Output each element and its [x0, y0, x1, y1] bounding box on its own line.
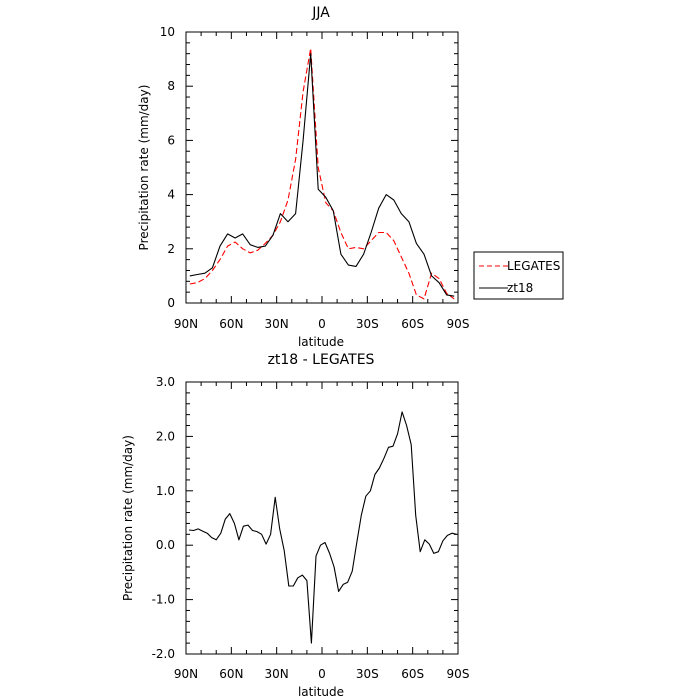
- bottom-y-tick-label: 2.0: [156, 429, 175, 443]
- legend: LEGATES zt18: [473, 251, 564, 300]
- legend-label-zt18: zt18: [507, 281, 533, 295]
- top-y-axis-label: Precipitation rate (mm/day): [137, 85, 151, 251]
- top-x-tick-label: 60N: [219, 317, 243, 331]
- top-y-tick-label: 0: [167, 296, 175, 310]
- bottom-y-tick-label: -2.0: [152, 647, 175, 661]
- bottom-chart-title: zt18 - LEGATES: [268, 352, 375, 368]
- bottom-y-tick-label: 1.0: [156, 484, 175, 498]
- top-y-tick-label: 10: [160, 25, 175, 39]
- top-y-tick-label: 4: [167, 188, 175, 202]
- top-x-tick-label: 30S: [356, 317, 379, 331]
- bottom-y-tick-label: 3.0: [156, 375, 175, 389]
- bottom-y-tick-label: -1.0: [152, 593, 175, 607]
- top-x-tick-label: 90S: [447, 317, 470, 331]
- top-series-legates: [189, 47, 455, 300]
- bottom-x-tick-label: 0: [318, 667, 326, 681]
- top-x-tick-label: 60S: [401, 317, 424, 331]
- top-x-tick-label: 90N: [174, 317, 198, 331]
- legend-label-legates: LEGATES: [507, 259, 560, 273]
- top-axis-ticks: 0 2 4 6 8 10 90N 60N 30N 0 30S 60S 90S: [160, 25, 470, 331]
- bottom-x-tick-label: 90N: [174, 667, 198, 681]
- top-x-axis-label: latitude: [298, 335, 344, 349]
- bottom-y-axis-label: Precipitation rate (mm/day): [121, 435, 135, 601]
- bottom-x-tick-label: 60S: [401, 667, 424, 681]
- top-x-tick-label: 30N: [265, 317, 289, 331]
- bottom-x-axis-label: latitude: [298, 685, 344, 699]
- legend-box: [473, 251, 564, 300]
- bottom-series-difference: [188, 411, 457, 644]
- top-series-zt18: [189, 53, 455, 297]
- bottom-x-tick-label: 90S: [447, 667, 470, 681]
- top-y-tick-label: 8: [167, 79, 175, 93]
- bottom-x-tick-label: 60N: [219, 667, 243, 681]
- bottom-axis-ticks: -2.0 -1.0 0.0 1.0 2.0 3.0 90N 60N 30N 0 30S 60S 90S: [152, 375, 470, 681]
- bottom-y-tick-label: 0.0: [156, 538, 175, 552]
- top-y-tick-label: 6: [167, 133, 175, 147]
- top-y-tick-label: 2: [167, 242, 175, 256]
- bottom-x-tick-label: 30N: [265, 667, 289, 681]
- bottom-chart-panel: zt18 - LEGATES -2.0 -1.0 0.0 1.0 2.0 3.0 90N 60…: [121, 352, 469, 699]
- bottom-x-tick-label: 30S: [356, 667, 379, 681]
- top-chart-title: JJA: [311, 5, 330, 21]
- top-plot-frame: [185, 31, 459, 304]
- top-series-lines: [189, 47, 455, 300]
- bottom-series-lines: [188, 411, 457, 644]
- top-x-tick-label: 0: [318, 317, 326, 331]
